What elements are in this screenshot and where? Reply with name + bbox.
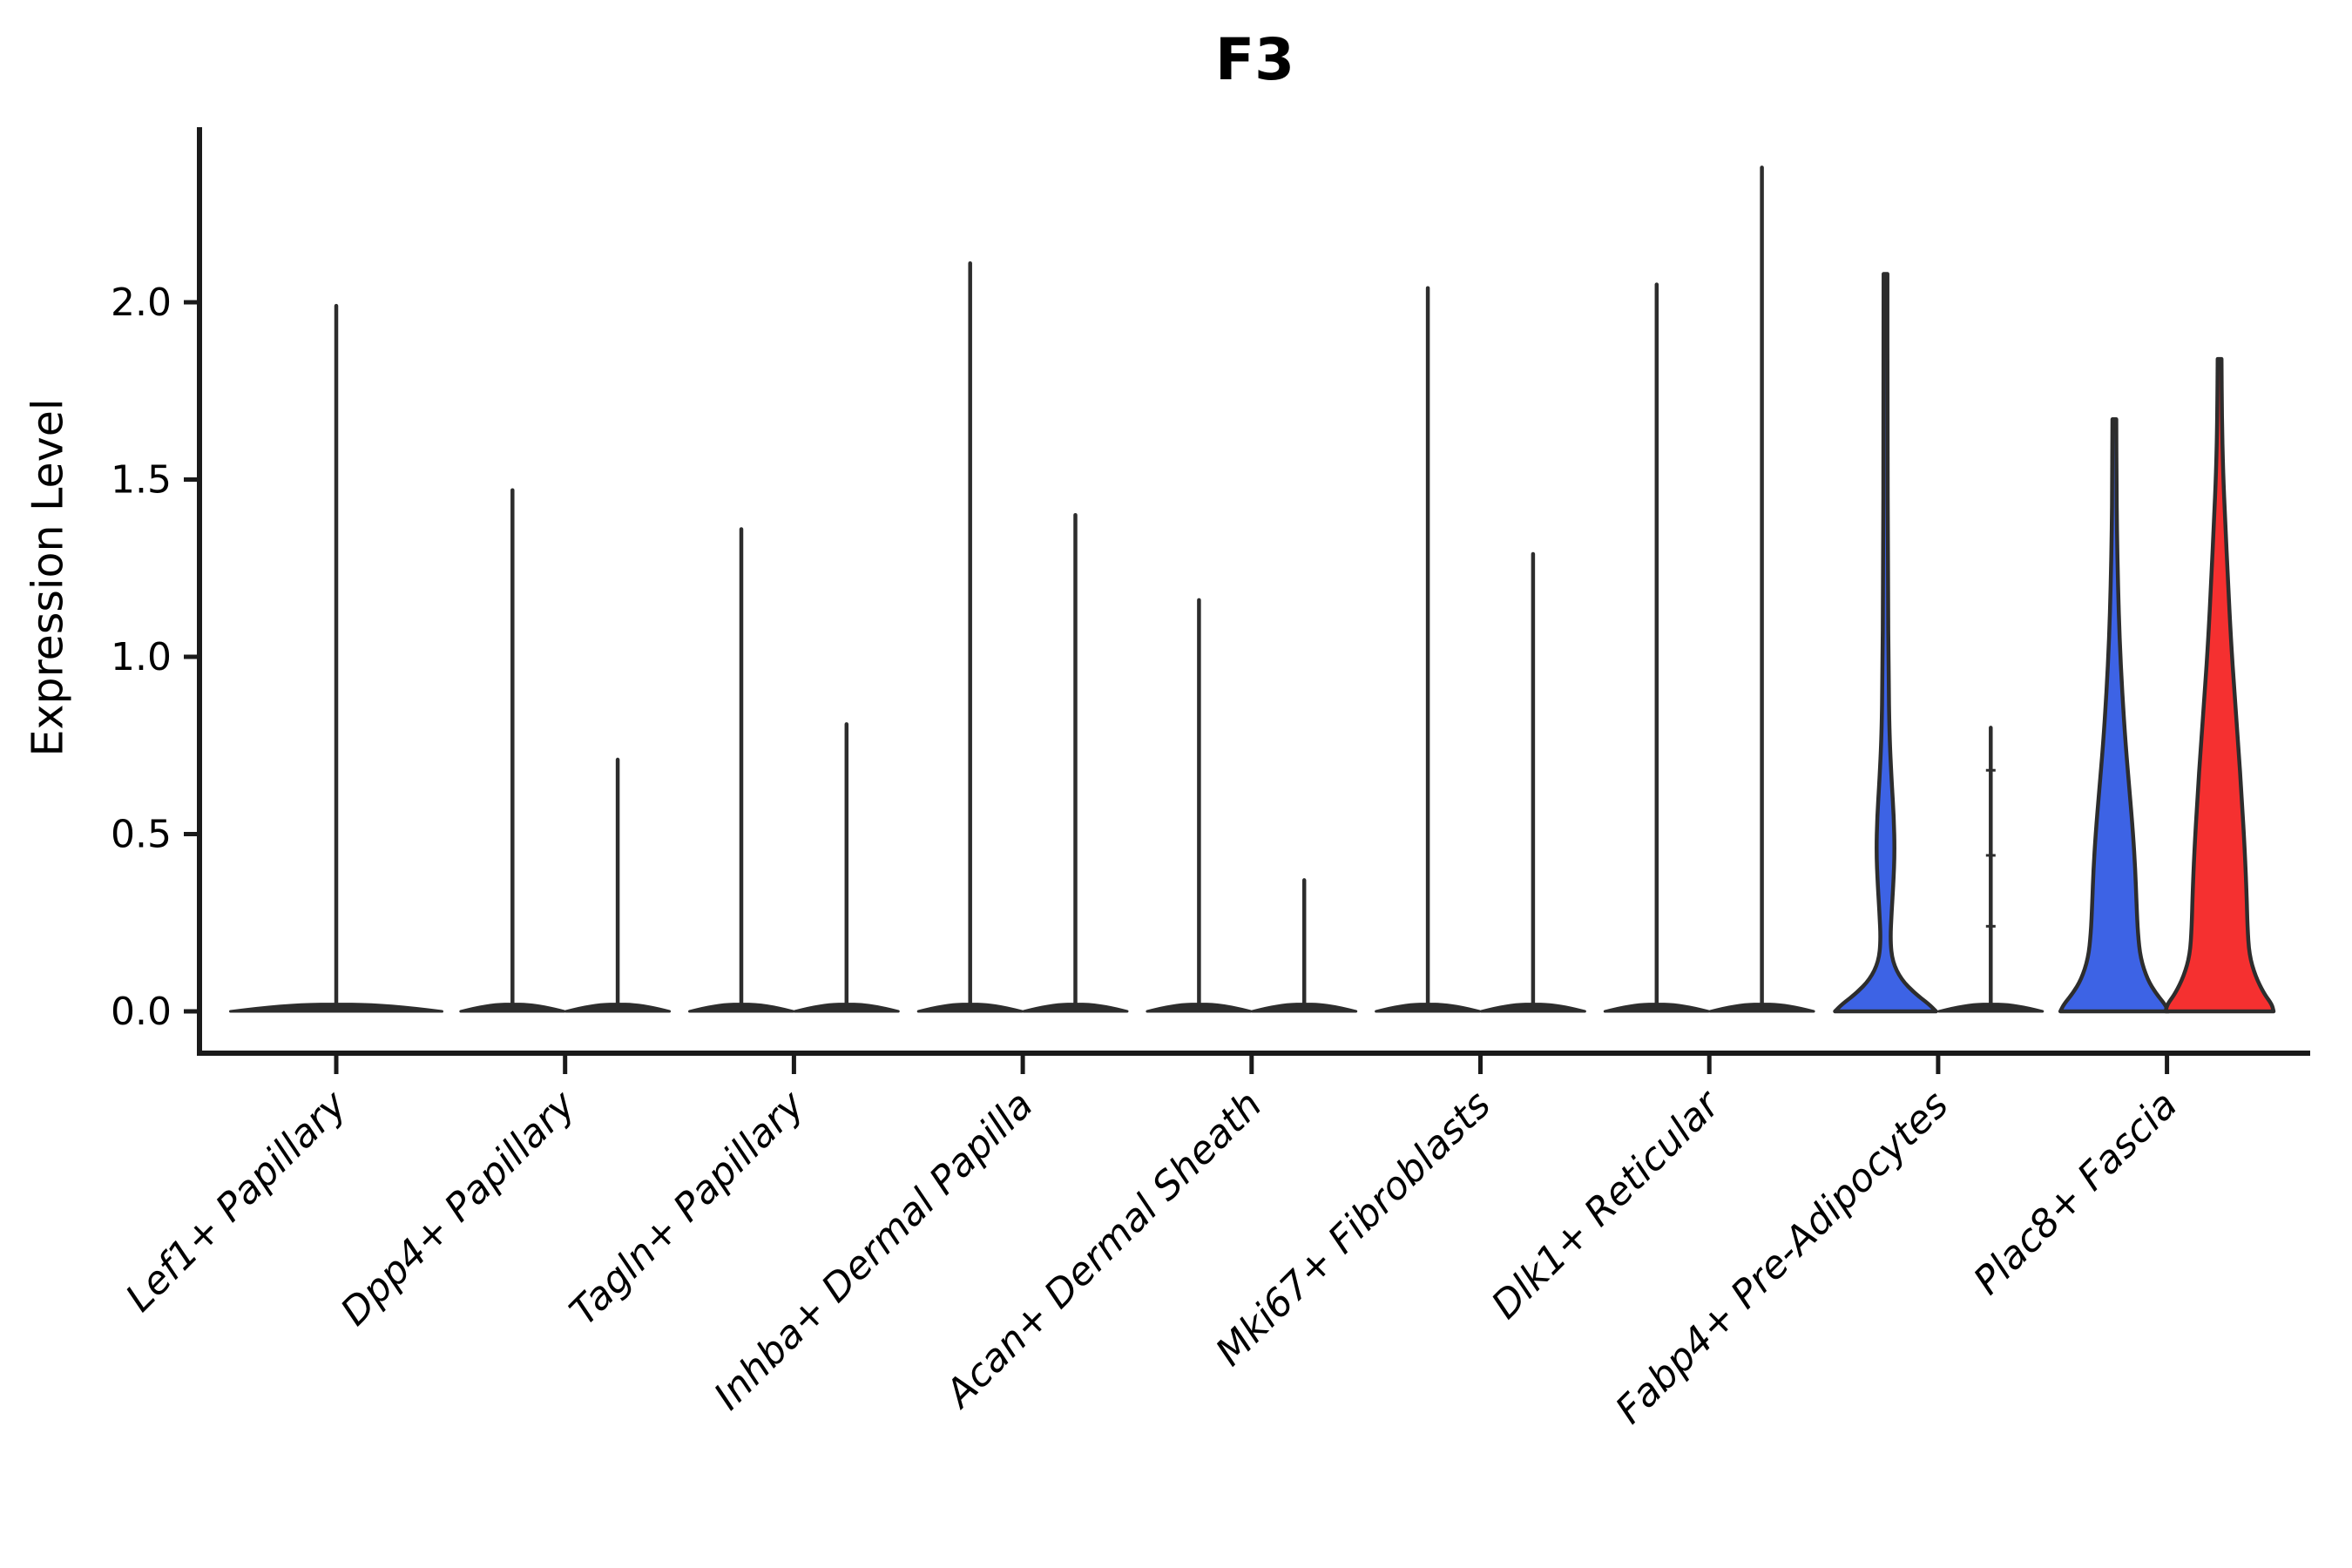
- violin-shape: [2058, 417, 2171, 1014]
- y-tick-label: 1.5: [111, 458, 172, 503]
- y-tick-label: 0.0: [111, 990, 172, 1034]
- x-category-label: Lef1+ Papillary: [118, 1082, 356, 1321]
- x-category-label: Plac8+ Fascia: [1965, 1083, 2186, 1303]
- y-tick-label: 1.0: [111, 635, 172, 679]
- violin-shape: [1833, 272, 1938, 1014]
- y-tick-label: 2.0: [111, 280, 172, 325]
- x-category-label: Dpp4+ Papillary: [332, 1082, 585, 1335]
- x-category-label: Dlk1+ Reticular: [1484, 1081, 1730, 1328]
- violin-shape: [2163, 356, 2276, 1014]
- y-tick-label: 0.5: [111, 813, 172, 857]
- chart-title: F3: [1214, 26, 1294, 93]
- x-category-label: Tagln+ Papillary: [561, 1082, 813, 1334]
- y-axis-title: Expression Level: [23, 398, 73, 757]
